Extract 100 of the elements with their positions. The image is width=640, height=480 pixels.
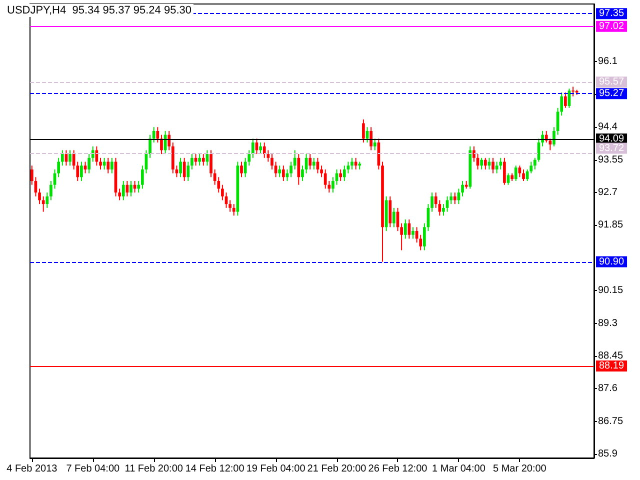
candlestick (400, 222, 403, 251)
candlestick (495, 161, 498, 174)
candlestick (190, 154, 194, 170)
candlestick (488, 157, 491, 170)
y-tick-label: 88.45 (598, 350, 624, 362)
candlestick (503, 157, 506, 186)
y-tick-label: 92.7 (598, 187, 618, 198)
x-tick-label: 7 Feb 04:00 (66, 464, 120, 474)
candlestick (408, 218, 411, 240)
candlestick (179, 157, 182, 178)
candlestick (232, 204, 236, 216)
ref-line-label: 95.27 (599, 88, 624, 100)
x-tick-label: 21 Feb 20:00 (307, 464, 367, 474)
candlestick (259, 142, 262, 155)
y-tick-label: 86.75 (598, 416, 624, 427)
candlestick (137, 180, 140, 194)
candlestick (301, 165, 304, 182)
candlestick (442, 204, 445, 216)
candlestick (168, 130, 171, 151)
candlestick (130, 180, 132, 197)
candlestick (404, 218, 407, 240)
y-tick-label: 94.4 (598, 122, 618, 133)
ref-line-label: 94.09 (599, 134, 624, 145)
candlestick (221, 184, 224, 201)
candlestick (160, 134, 163, 155)
candlestick (88, 154, 90, 174)
candlestick (392, 207, 396, 228)
candlestick (522, 168, 525, 182)
candlestick (373, 138, 376, 151)
candlestick (472, 146, 476, 162)
candlestick (388, 196, 392, 228)
candlestick (324, 168, 327, 190)
candlestick (148, 134, 152, 158)
candlestick (484, 157, 487, 170)
candlestick (68, 150, 72, 166)
ref-line-label: 88.19 (599, 360, 624, 372)
ref-line-label: 90.90 (599, 256, 624, 268)
x-tick-label: 26 Feb 12:00 (368, 464, 428, 474)
candlestick (572, 86, 574, 97)
candlestick (102, 157, 106, 170)
candlestick (370, 126, 372, 151)
candlestick (282, 165, 285, 182)
candlestick (156, 126, 160, 144)
candlestick (99, 157, 102, 170)
candlestick (362, 118, 365, 144)
candlestick (320, 165, 323, 178)
candlestick (182, 157, 186, 182)
candlestick (46, 192, 49, 208)
candlestick (506, 172, 510, 186)
candlestick (252, 138, 254, 158)
candlestick (564, 92, 567, 108)
candlestick (430, 192, 434, 212)
candlestick (198, 154, 202, 166)
candlestick (84, 161, 87, 174)
x-tick-label: 5 Mar 20:00 (493, 464, 547, 474)
candlestick (118, 188, 121, 201)
candlestick (514, 165, 518, 182)
candlestick (110, 157, 114, 174)
y-tick-label: 91.85 (598, 220, 624, 231)
candlestick (210, 150, 212, 178)
candlestick (270, 154, 274, 170)
candlestick (552, 126, 556, 147)
candlestick (339, 168, 342, 182)
candlestick (332, 176, 334, 194)
candlestick (492, 157, 494, 174)
candlestick (186, 161, 190, 182)
candlestick (412, 226, 414, 240)
ref-line-label: 97.02 (599, 20, 624, 32)
chart-title: USDJPY,H4 95.34 95.37 95.24 95.30 (7, 4, 192, 16)
y-tick-label: 93.55 (598, 154, 624, 166)
candlestick (312, 157, 316, 170)
ref-line-label: 97.35 (599, 8, 624, 20)
candlestick (461, 180, 464, 197)
x-tick-label: 19 Feb 04:00 (246, 464, 306, 474)
candlestick (308, 154, 312, 170)
candlestick (202, 154, 205, 166)
candlestick (50, 180, 52, 201)
candlestick (60, 150, 64, 166)
candlestick (446, 196, 449, 212)
candlestick (518, 165, 522, 178)
candlestick (480, 157, 484, 170)
x-tick-label: 11 Feb 20:00 (124, 464, 184, 474)
y-tick-label: 90.15 (598, 285, 624, 296)
x-tick-label: 4 Feb 2013 (6, 464, 58, 474)
candlestick (244, 157, 247, 178)
candlestick (297, 154, 300, 186)
candlestick (316, 157, 320, 174)
candlestick (152, 126, 156, 144)
candlestick (126, 180, 129, 197)
y-tick-label: 87.6 (598, 383, 618, 394)
candlestick (346, 161, 350, 174)
candlestick (290, 161, 292, 178)
candlestick (499, 157, 502, 170)
candlestick (342, 165, 346, 182)
candlestick (354, 157, 358, 170)
candlestick (453, 192, 456, 205)
candlestick (240, 161, 243, 178)
x-tick-label: 1 Mar 04:00 (432, 464, 486, 474)
y-tick-label: 96.1 (598, 56, 618, 68)
x-tick-label: 14 Feb 12:00 (185, 464, 245, 474)
